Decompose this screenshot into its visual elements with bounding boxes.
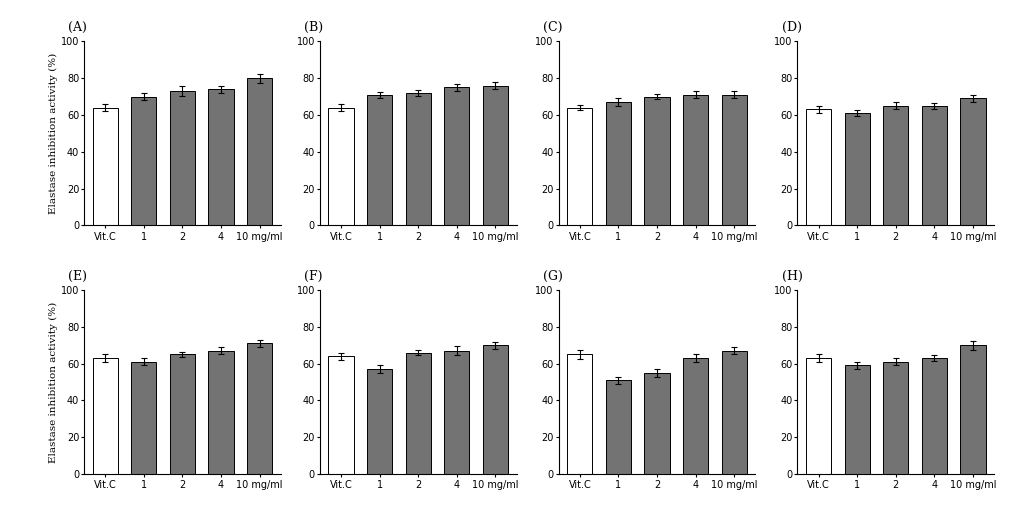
Text: (D): (D) bbox=[782, 21, 802, 34]
Text: (C): (C) bbox=[543, 21, 563, 34]
Bar bbox=[567, 108, 592, 225]
Bar bbox=[683, 358, 708, 474]
Bar bbox=[845, 113, 870, 225]
Bar bbox=[444, 88, 469, 225]
Bar bbox=[406, 353, 430, 474]
Bar bbox=[645, 373, 669, 474]
Bar bbox=[921, 106, 947, 225]
Bar bbox=[367, 95, 393, 225]
Y-axis label: Elastase inhibition activity (%): Elastase inhibition activity (%) bbox=[49, 53, 58, 214]
Bar bbox=[247, 78, 273, 225]
Bar bbox=[645, 97, 669, 225]
Bar bbox=[806, 358, 831, 474]
Bar bbox=[328, 108, 354, 225]
Bar bbox=[92, 108, 118, 225]
Bar bbox=[483, 85, 508, 225]
Bar bbox=[960, 346, 986, 474]
Bar bbox=[208, 351, 234, 474]
Bar bbox=[960, 98, 986, 225]
Text: (H): (H) bbox=[782, 270, 803, 283]
Bar bbox=[921, 358, 947, 474]
Y-axis label: Elastase inhibition activity (%): Elastase inhibition activity (%) bbox=[49, 301, 58, 463]
Bar bbox=[406, 93, 430, 225]
Text: (E): (E) bbox=[69, 270, 87, 283]
Bar bbox=[170, 354, 195, 474]
Bar bbox=[444, 351, 469, 474]
Bar bbox=[567, 354, 592, 474]
Bar bbox=[606, 102, 631, 225]
Bar bbox=[722, 95, 747, 225]
Text: (F): (F) bbox=[304, 270, 323, 283]
Bar bbox=[208, 89, 234, 225]
Text: (G): (G) bbox=[543, 270, 563, 283]
Bar bbox=[683, 95, 708, 225]
Bar bbox=[806, 109, 831, 225]
Text: (B): (B) bbox=[304, 21, 323, 34]
Bar bbox=[131, 97, 157, 225]
Bar bbox=[722, 351, 747, 474]
Bar bbox=[328, 356, 354, 474]
Bar bbox=[247, 343, 273, 474]
Bar bbox=[367, 369, 393, 474]
Bar bbox=[884, 106, 908, 225]
Bar bbox=[131, 362, 157, 474]
Bar bbox=[606, 380, 631, 474]
Bar bbox=[845, 366, 870, 474]
Text: (A): (A) bbox=[69, 21, 87, 34]
Bar bbox=[483, 346, 508, 474]
Bar bbox=[170, 91, 195, 225]
Bar bbox=[92, 358, 118, 474]
Bar bbox=[884, 362, 908, 474]
